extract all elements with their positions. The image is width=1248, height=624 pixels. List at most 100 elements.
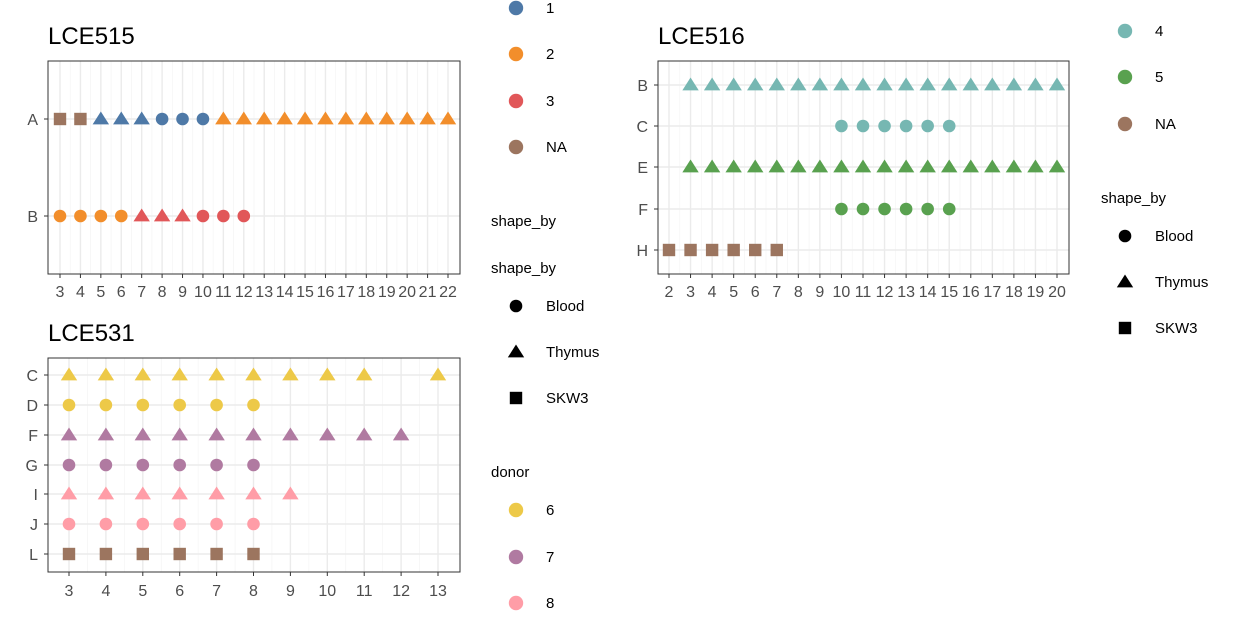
data-point <box>1005 77 1023 91</box>
data-point <box>811 159 829 173</box>
data-point <box>429 367 447 381</box>
data-point <box>897 77 915 91</box>
x-tick-label: 11 <box>356 583 373 600</box>
data-point <box>74 112 87 126</box>
x-tick-label: 8 <box>249 583 258 600</box>
data-point <box>856 119 870 133</box>
data-point <box>747 159 764 173</box>
x-tick-label: 16 <box>962 284 980 301</box>
x-tick-label: 9 <box>815 284 824 301</box>
x-tick-label: 18 <box>357 284 375 301</box>
data-point <box>245 486 262 500</box>
x-tick-label: 12 <box>235 284 253 301</box>
data-point <box>703 77 721 91</box>
data-point <box>899 202 913 216</box>
x-tick-label: 4 <box>76 284 85 301</box>
data-point <box>876 159 893 173</box>
data-point <box>942 202 956 216</box>
x-tick-label: 10 <box>318 583 336 600</box>
data-point <box>60 486 78 500</box>
x-tick-label: 13 <box>897 284 915 301</box>
data-point <box>53 112 67 126</box>
legend-label: 2 <box>546 46 554 63</box>
x-tick-label: 10 <box>833 284 851 301</box>
data-point <box>173 398 186 412</box>
data-point <box>725 159 742 173</box>
data-point <box>53 209 67 223</box>
data-point <box>210 398 223 412</box>
data-point <box>984 77 1001 91</box>
lce515_donor-legend: 1 2 3 NA <box>508 0 567 156</box>
y-tick-label: C <box>636 119 648 136</box>
y-tick-label: F <box>638 202 648 219</box>
legend-title: shape_by <box>1101 190 1167 207</box>
data-point <box>210 517 223 531</box>
data-point <box>337 111 355 125</box>
lce516-points <box>662 77 1066 257</box>
data-point <box>747 77 764 91</box>
lce531-title: LCE531 <box>48 320 135 347</box>
legend-key-1 <box>508 0 524 16</box>
legend-key-blood <box>509 299 523 313</box>
data-point <box>790 159 807 173</box>
legend-key-5 <box>1117 69 1133 85</box>
data-point <box>768 77 785 91</box>
data-point <box>897 159 915 173</box>
y-tick-label: D <box>26 398 38 415</box>
x-tick-label: 12 <box>392 583 410 600</box>
legend-key-skw3 <box>509 391 523 405</box>
data-point <box>173 458 186 472</box>
data-point <box>256 111 273 125</box>
data-point <box>62 398 76 412</box>
data-point <box>878 202 891 216</box>
x-tick-label: 3 <box>65 583 74 600</box>
lce515-panel: LCE515 3 4 5 6 7 8 9 10 11 12 13 14 15 16 17 18 19 20 21 22 A… <box>27 23 461 301</box>
data-point <box>276 111 293 125</box>
x-tick-label: 18 <box>1005 284 1023 301</box>
legend-title: donor <box>491 464 529 481</box>
x-tick-label: 22 <box>439 284 457 301</box>
data-point <box>770 243 783 257</box>
x-tick-label: 11 <box>215 284 232 301</box>
lce516_shape-legend: Blood Thymus SKW3 <box>1116 228 1208 337</box>
legend-key-NA <box>1117 116 1133 132</box>
data-point <box>962 77 979 91</box>
data-point <box>725 77 742 91</box>
x-tick-label: 8 <box>794 284 803 301</box>
legend-label: Blood <box>546 298 584 315</box>
data-point <box>247 398 260 412</box>
x-tick-label: 15 <box>296 284 314 301</box>
lce515-title: LCE515 <box>48 23 135 50</box>
x-tick-label: 10 <box>194 284 212 301</box>
x-tick-label: 5 <box>729 284 738 301</box>
data-point <box>245 367 262 381</box>
lce515-points <box>53 111 457 223</box>
data-point <box>1027 77 1044 91</box>
data-point <box>876 77 893 91</box>
data-point <box>684 243 697 257</box>
data-point <box>176 112 189 126</box>
data-point <box>854 77 872 91</box>
data-point <box>60 427 78 441</box>
data-point <box>62 458 76 472</box>
data-point <box>835 119 848 133</box>
data-point <box>62 517 76 531</box>
data-point <box>282 486 299 500</box>
x-tick-label: 5 <box>138 583 147 600</box>
legend-title: shape_by <box>491 260 557 277</box>
x-tick-label: 14 <box>276 284 294 301</box>
data-point <box>703 159 721 173</box>
data-point <box>133 208 150 222</box>
data-point <box>439 111 457 125</box>
data-point <box>210 547 223 561</box>
data-point <box>1048 77 1066 91</box>
legend-key-2 <box>508 46 524 62</box>
legend-label: 4 <box>1155 23 1163 40</box>
data-point <box>97 486 115 500</box>
data-point <box>319 427 336 441</box>
legend-key-thymus <box>507 344 525 358</box>
data-point <box>856 202 870 216</box>
data-point <box>790 77 807 91</box>
